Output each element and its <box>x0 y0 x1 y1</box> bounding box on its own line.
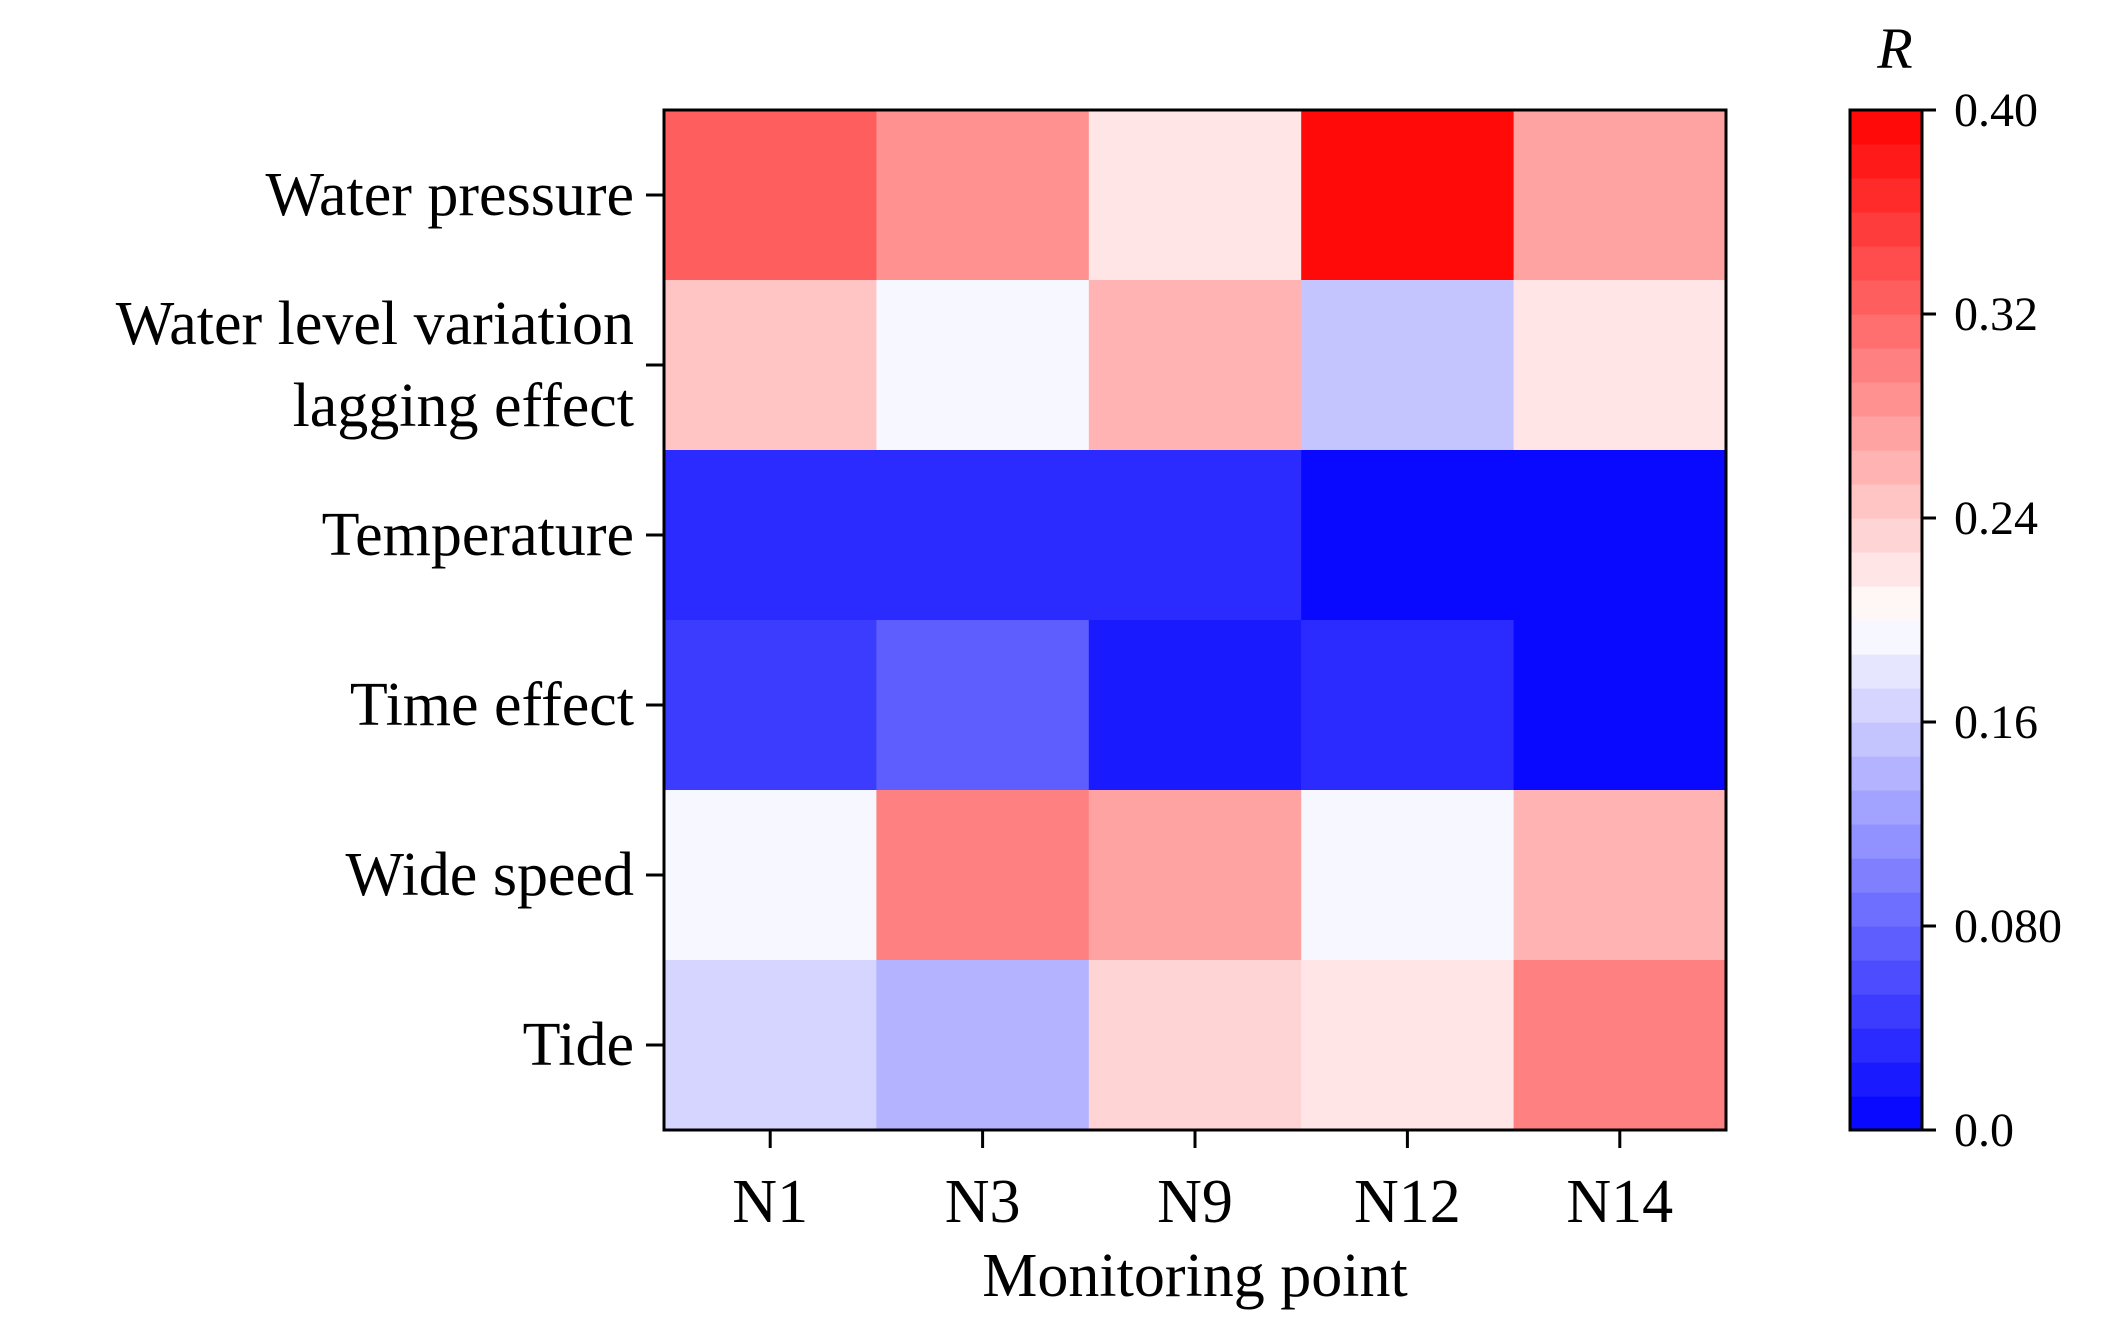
colorbar-segment <box>1850 110 1922 145</box>
heatmap-cell <box>1088 110 1302 281</box>
heatmap-cell <box>876 110 1090 281</box>
heatmap-cell <box>1088 620 1302 791</box>
y-tick-label-line: Time effect <box>350 671 634 739</box>
x-tick-label: N14 <box>1566 1168 1673 1236</box>
colorbar-segment <box>1850 416 1922 451</box>
colorbar-frame <box>1848 108 1924 1132</box>
y-tick-label-line: Tide <box>523 1011 634 1079</box>
colorbar-segment <box>1850 620 1922 655</box>
colorbar-tick-label: 0.40 <box>1954 84 2038 137</box>
heatmap-cell <box>876 960 1090 1131</box>
colorbar-tick-label: 0.0 <box>1954 1104 2014 1157</box>
colorbar-segment <box>1850 926 1922 961</box>
y-tick-label: Tide <box>523 1011 634 1079</box>
colorbar-segment <box>1850 688 1922 723</box>
colorbar-segment <box>1850 144 1922 179</box>
y-tick-label-line: Wide speed <box>346 841 634 909</box>
heatmap-cell <box>664 280 877 451</box>
heatmap-cell <box>1088 960 1302 1131</box>
colorbar-segment <box>1850 1096 1922 1131</box>
colorbar-segment <box>1850 1028 1922 1063</box>
heatmap-cell <box>876 450 1090 621</box>
heatmap-cell <box>876 790 1090 961</box>
y-tick-label-line: Water pressure <box>265 161 634 229</box>
y-tick-label: Water level variation lagging effect <box>116 290 634 440</box>
colorbar-segment <box>1850 484 1922 519</box>
colorbar-tick-label: 0.16 <box>1954 696 2038 749</box>
x-tick-label: N12 <box>1354 1168 1461 1236</box>
x-tick-label: N1 <box>732 1168 808 1236</box>
heatmap-cell <box>1301 110 1515 281</box>
colorbar: 0.0 0.080 0.16 0.24 0.32 0.40 R <box>1848 16 2062 1157</box>
y-tick-label: Time effect <box>350 671 634 739</box>
y-tick-label-line: lagging effect <box>293 372 634 440</box>
heatmap-cell <box>1513 280 1727 451</box>
heatmap-cell <box>1513 960 1727 1131</box>
colorbar-segment <box>1850 756 1922 791</box>
x-axis-label: Monitoring point <box>982 1242 1407 1310</box>
colorbar-segment <box>1850 586 1922 621</box>
colorbar-segment <box>1850 314 1922 349</box>
colorbar-segment <box>1850 790 1922 825</box>
colorbar-segment <box>1850 382 1922 417</box>
colorbar-tick-label: 0.080 <box>1954 900 2062 953</box>
colorbar-segment <box>1850 518 1922 553</box>
y-tick-label-line: Water level variation <box>116 290 634 358</box>
y-tick-label: Water pressure <box>265 161 634 229</box>
colorbar-segment <box>1850 348 1922 383</box>
y-axis: Water pressure Water level variation laggi… <box>116 161 664 1079</box>
heatmap-cell <box>1513 110 1727 281</box>
colorbar-segment <box>1850 246 1922 281</box>
x-tick-label: N9 <box>1157 1168 1233 1236</box>
colorbar-segment <box>1850 858 1922 893</box>
heatmap-cell <box>1513 790 1727 961</box>
heatmap-cell <box>1301 790 1515 961</box>
heatmap-cell <box>1301 450 1515 621</box>
colorbar-segment <box>1850 994 1922 1029</box>
heatmap-cell <box>1088 450 1302 621</box>
y-tick-label-line: Temperature <box>322 501 634 569</box>
heatmap-cell <box>664 620 877 791</box>
heatmap-cell <box>876 620 1090 791</box>
heatmap-cell <box>1088 790 1302 961</box>
y-tick-label: Wide speed <box>346 841 634 909</box>
heatmap-cell <box>664 790 877 961</box>
heatmap-cells <box>664 110 1727 1131</box>
heatmap-cell <box>1301 960 1515 1131</box>
colorbar-segment <box>1850 552 1922 587</box>
colorbar-title: R <box>1876 16 1912 81</box>
heatmap-cell <box>1301 280 1515 451</box>
colorbar-segment <box>1850 892 1922 927</box>
heatmap-cell <box>876 280 1090 451</box>
colorbar-segment <box>1850 654 1922 689</box>
heatmap-cell <box>664 110 877 281</box>
colorbar-segment <box>1850 178 1922 213</box>
colorbar-segment <box>1850 450 1922 485</box>
colorbar-segment <box>1850 722 1922 757</box>
colorbar-segment <box>1850 280 1922 315</box>
x-tick-label: N3 <box>945 1168 1021 1236</box>
colorbar-segment <box>1850 212 1922 247</box>
colorbar-segment <box>1850 1062 1922 1097</box>
heatmap-cell <box>1301 620 1515 791</box>
y-tick-label: Temperature <box>322 501 634 569</box>
heatmap-cell <box>664 450 877 621</box>
colorbar-segment <box>1850 960 1922 995</box>
colorbar-segment <box>1850 824 1922 859</box>
heatmap-cell <box>1513 620 1727 791</box>
colorbar-tick-label: 0.32 <box>1954 288 2038 341</box>
heatmap-cell <box>1513 450 1727 621</box>
colorbar-tick-label: 0.24 <box>1954 492 2038 545</box>
x-axis: N1 N3 N9 N12 N14 <box>732 1130 1673 1236</box>
heatmap-cell <box>664 960 877 1131</box>
heatmap-cell <box>1088 280 1302 451</box>
